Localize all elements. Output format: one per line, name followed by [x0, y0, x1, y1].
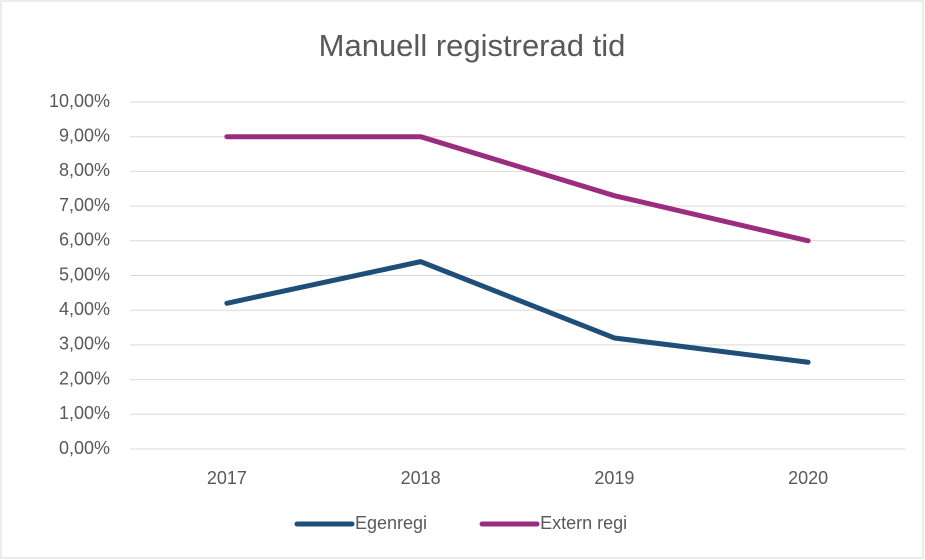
series-line [224, 259, 811, 365]
y-tick-label: 8,00% [59, 160, 110, 180]
y-tick-label: 6,00% [59, 230, 110, 250]
y-tick-label: 7,00% [59, 195, 110, 215]
y-tick-label: 1,00% [59, 403, 110, 423]
y-tick-label: 3,00% [59, 334, 110, 354]
x-tick-label: 2017 [207, 468, 247, 488]
y-tick-label: 0,00% [59, 438, 110, 458]
y-tick-label: 5,00% [59, 264, 110, 284]
x-tick-label: 2018 [401, 468, 441, 488]
x-tick-label: 2019 [594, 468, 634, 488]
y-tick-label: 9,00% [59, 125, 110, 145]
y-tick-label: 2,00% [59, 368, 110, 388]
y-tick-label: 4,00% [59, 299, 110, 319]
legend-label: Egenregi [355, 513, 427, 533]
series-line [224, 134, 811, 244]
legend-label: Extern regi [540, 513, 627, 533]
y-tick-label: 10,00% [49, 91, 110, 111]
chart-title: Manuell registrerad tid [319, 28, 626, 63]
x-tick-label: 2020 [788, 468, 828, 488]
